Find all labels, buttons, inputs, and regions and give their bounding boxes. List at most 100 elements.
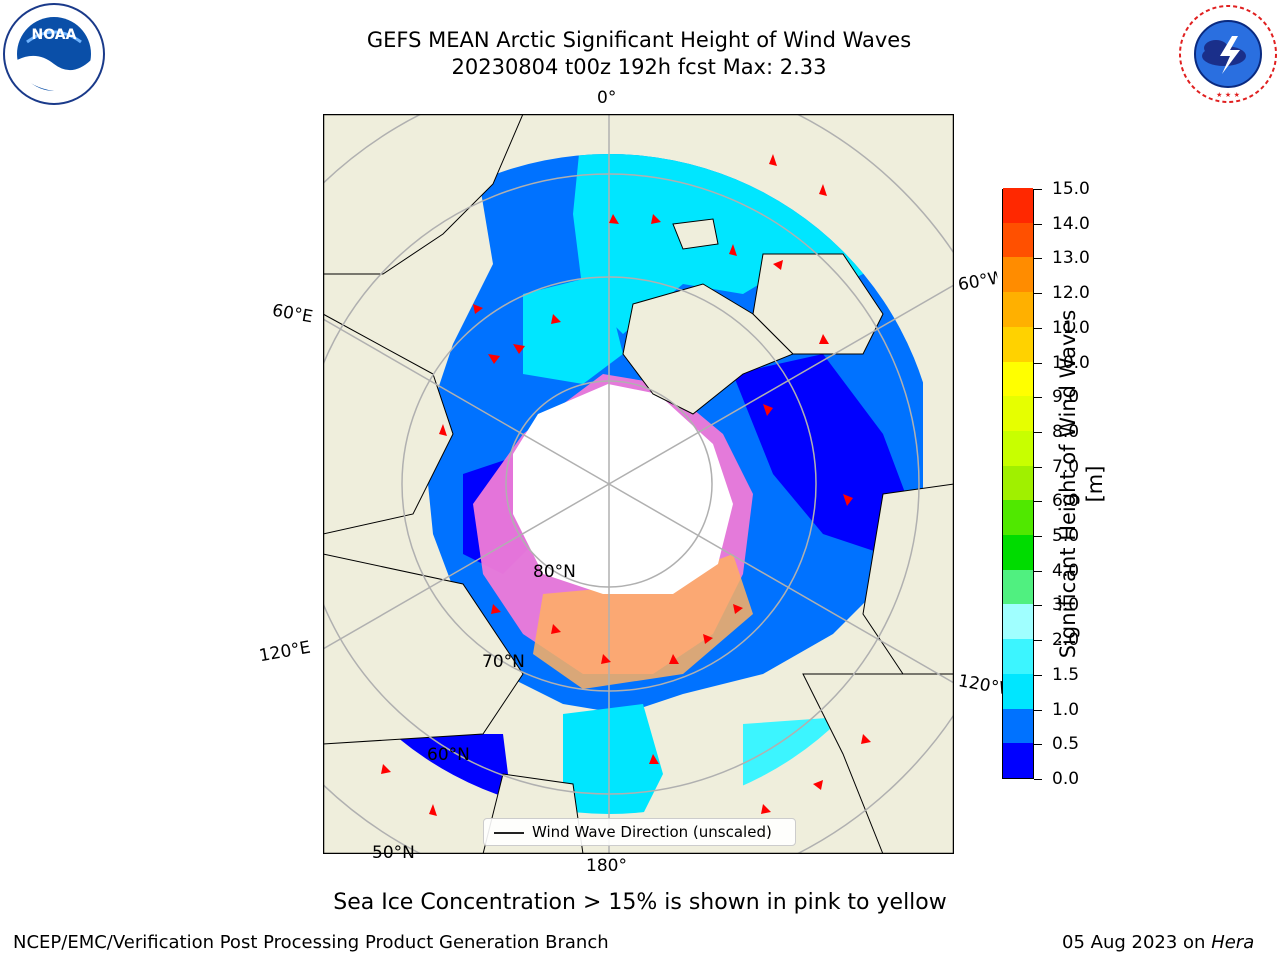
colorbar-tick-label: 12.0: [1052, 283, 1090, 303]
wave-arrow: [439, 424, 447, 436]
wave-arrow: [669, 654, 679, 664]
colorbar-tick-label: 14.0: [1052, 214, 1090, 234]
noaa-logo-text: NOAA: [32, 27, 77, 43]
colorbar-tick: [1034, 328, 1042, 329]
colorbar-tick: [1034, 779, 1042, 780]
wave-arrow: [488, 354, 500, 364]
footer-host: Hera: [1211, 932, 1255, 953]
colorbar-title: Significant Height of Wind Waves [m]: [1056, 309, 1107, 659]
colorbar-tick: [1034, 189, 1042, 190]
colorbar-segment: [1003, 604, 1033, 640]
footer-date: 05 Aug 2023 on Hera: [1062, 932, 1254, 953]
lon-label-120w: 120°W: [956, 671, 1006, 699]
legend-line-icon: [494, 832, 524, 834]
map-legend: Wind Wave Direction (unscaled): [483, 818, 796, 846]
wave-arrow: [473, 304, 483, 314]
colorbar-tick: [1034, 640, 1042, 641]
meridian-120e: [323, 483, 610, 650]
wave-arrow: [769, 154, 777, 166]
colorbar-segment: [1003, 187, 1033, 223]
colorbar-segment: [1003, 395, 1033, 431]
meridian-120w: [608, 483, 954, 684]
footer-credit: NCEP/EMC/Verification Post Processing Pr…: [13, 932, 609, 953]
colorbar-tick: [1034, 397, 1042, 398]
colorbar: [1002, 187, 1034, 779]
colorbar-tick-label: 9.0: [1052, 387, 1080, 407]
ocean-calm-east: [733, 354, 913, 554]
wave-arrow: [491, 604, 501, 614]
lat-label-50: 50°N: [372, 843, 415, 863]
svg-text:★ ★ ★: ★ ★ ★: [1216, 91, 1240, 99]
east-siberia-land: [323, 553, 524, 745]
colorbar-tick: [1034, 675, 1042, 676]
colorbar-tick: [1034, 710, 1042, 711]
colorbar-tick: [1034, 293, 1042, 294]
wave-arrow: [601, 654, 611, 664]
colorbar-segment: [1003, 465, 1033, 501]
wave-arrow: [551, 314, 561, 324]
lon-label-60w: 60°W: [956, 268, 1000, 296]
wave-arrow: [651, 214, 661, 224]
colorbar-tick-label: 11.0: [1052, 318, 1090, 338]
meridian-60w: [608, 284, 954, 485]
lon-label-120e: 120°E: [257, 637, 313, 667]
colorbar-tick: [1034, 467, 1042, 468]
iceland-land: [672, 218, 719, 250]
colorbar-tick-label: 0.0: [1052, 769, 1080, 789]
plot-subtitle: 20230804 t00z 192h fcst Max: 2.33: [451, 55, 827, 79]
wave-arrow: [813, 780, 823, 790]
colorbar-tick: [1034, 224, 1042, 225]
noaa-logo: NOAA: [2, 2, 106, 110]
siberia-land: [323, 313, 454, 535]
wave-arrow: [773, 260, 783, 270]
colorbar-tick: [1034, 605, 1042, 606]
colorbar-tick-label: 10.0: [1052, 353, 1090, 373]
wave-arrow: [551, 624, 561, 634]
wave-arrow: [703, 634, 713, 644]
plot-title: GEFS MEAN Arctic Significant Height of W…: [366, 28, 912, 52]
wave-arrow: [761, 804, 771, 814]
colorbar-tick: [1034, 501, 1042, 502]
colorbar-segment: [1003, 326, 1033, 362]
lon-label-60e: 60°E: [270, 300, 315, 328]
colorbar-tick-label: 2.0: [1052, 630, 1080, 650]
colorbar-segment: [1003, 361, 1033, 397]
colorbar-segment: [1003, 222, 1033, 258]
meridian-60e: [323, 318, 610, 485]
legend-label: Wind Wave Direction (unscaled): [532, 823, 772, 841]
lat-label-80: 80°N: [533, 562, 576, 582]
colorbar-segment: [1003, 569, 1033, 605]
colorbar-segment: [1003, 673, 1033, 709]
wave-arrow: [763, 404, 773, 416]
colorbar-segment: [1003, 257, 1033, 293]
map-border: [323, 114, 954, 854]
colorbar-tick-label: 0.5: [1052, 734, 1080, 754]
colorbar-tick: [1034, 258, 1042, 259]
lon-label-180: 180°: [586, 856, 627, 876]
colorbar-tick-label: 5.0: [1052, 526, 1080, 546]
colorbar-tick: [1034, 744, 1042, 745]
sea-ice-orange: [533, 554, 753, 689]
wave-arrow: [819, 184, 827, 196]
lat-label-60: 60°N: [427, 745, 470, 765]
wave-arrow: [843, 494, 853, 506]
colorbar-tick-label: 6.0: [1052, 491, 1080, 511]
colorbar-tick-label: 8.0: [1052, 422, 1080, 442]
colorbar-segment: [1003, 708, 1033, 744]
colorbar-segment: [1003, 638, 1033, 674]
wave-arrow: [819, 334, 829, 344]
graticule: [323, 114, 954, 854]
greenland-south: [752, 253, 884, 355]
colorbar-tick-label: 1.0: [1052, 700, 1080, 720]
colorbar-segment: [1003, 534, 1033, 570]
wave-arrow: [429, 804, 437, 816]
wave-arrow: [609, 214, 619, 224]
greenland-land: [622, 283, 794, 415]
colorbar-tick: [1034, 571, 1042, 572]
lon-label-0: 0°: [597, 88, 617, 108]
footer-date-text: 05 Aug 2023 on: [1062, 932, 1206, 953]
wave-arrow: [513, 344, 525, 354]
wave-arrow: [733, 604, 743, 614]
polar-map: [323, 114, 954, 854]
wave-arrow: [729, 244, 737, 256]
